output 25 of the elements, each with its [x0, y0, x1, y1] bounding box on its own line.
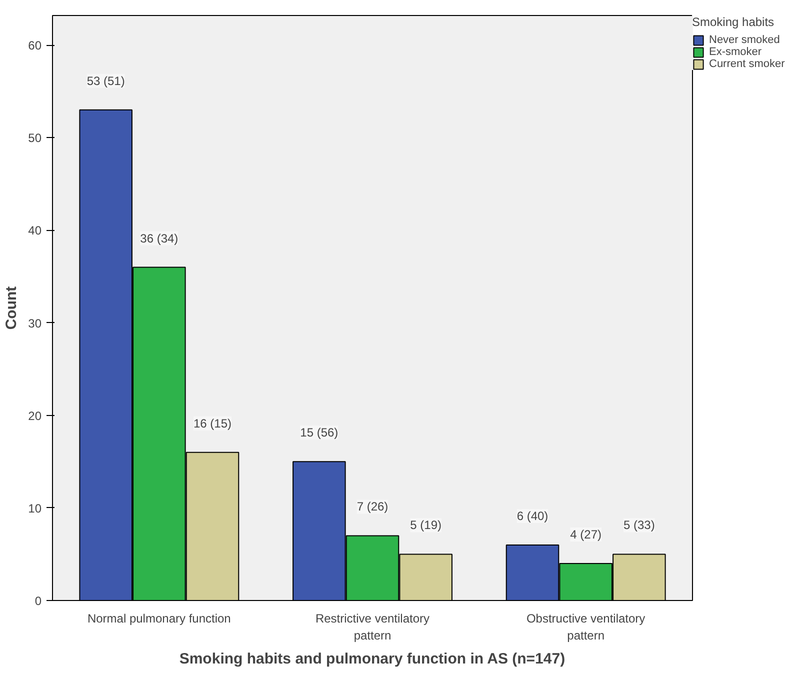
legend-label: Never smoked: [709, 34, 780, 46]
data-label: 15 (56): [300, 426, 338, 440]
x-tick-label: Restrictive ventilatory pattern: [315, 612, 430, 642]
legend-label: Current smoker: [709, 58, 785, 70]
y-tick-label: 10: [28, 501, 42, 516]
y-tick-label: 30: [28, 316, 42, 330]
x-axis-title: Smoking habits and pulmonary function in AS (n=147): [179, 650, 566, 668]
y-axis-title: Count: [3, 286, 20, 330]
data-label: 53 (51): [86, 74, 125, 88]
y-tick-label: 60: [28, 38, 42, 53]
data-label: 7 (26): [356, 500, 388, 514]
legend-title: Smoking habits: [692, 15, 776, 29]
y-tick-label: 0: [34, 594, 42, 608]
data-label: 6 (40): [516, 508, 548, 523]
legend-label: Ex-smoker: [709, 46, 762, 58]
x-tick-label: Obstructive ventilatory pattern: [526, 612, 646, 642]
data-label: 36 (34): [140, 231, 178, 246]
y-tick-label: 40: [28, 224, 42, 238]
y-tick-label: 20: [28, 408, 42, 423]
y-tick-label: 50: [28, 131, 42, 146]
x-tick-label: Normal pulmonary function: [87, 612, 231, 626]
data-label: 5 (33): [623, 518, 655, 532]
data-label: 16 (15): [193, 416, 232, 430]
data-label: 4 (27): [570, 527, 602, 542]
data-label: 5 (19): [410, 518, 442, 532]
